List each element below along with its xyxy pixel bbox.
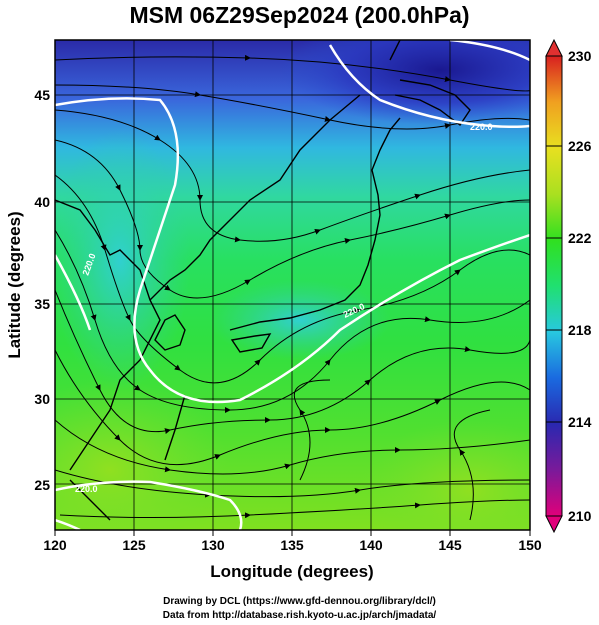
x-axis-tick-labels: 120 125 130 135 140 145 150 xyxy=(43,537,542,553)
colorbar-label: 214 xyxy=(568,414,592,430)
x-tick-label: 145 xyxy=(438,537,462,553)
colorbar-label: 230 xyxy=(568,48,592,64)
x-axis-ticks xyxy=(54,530,531,536)
x-tick-label: 140 xyxy=(359,537,383,553)
map-title: MSM 06Z29Sep2024 (200.0hPa) xyxy=(129,2,470,28)
temperature-field xyxy=(55,40,530,530)
y-tick-label: 30 xyxy=(34,391,50,407)
x-axis-title: Longitude (degrees) xyxy=(210,562,373,581)
colorbar-labels: 230 226 222 218 214 210 xyxy=(568,48,592,524)
colorbar-label: 222 xyxy=(568,230,592,246)
credit-data: Data from http://database.rish.kyoto-u.a… xyxy=(162,610,437,621)
y-axis-tick-labels: 25 30 35 40 45 xyxy=(34,87,50,493)
x-tick-label: 120 xyxy=(43,537,67,553)
x-tick-label: 135 xyxy=(280,537,304,553)
wind-streamlines xyxy=(55,54,530,521)
colorbar-label: 226 xyxy=(568,138,592,154)
x-tick-label: 130 xyxy=(201,537,225,553)
y-tick-label: 40 xyxy=(34,194,50,210)
colorbar-label: 210 xyxy=(568,508,592,524)
x-tick-label: 125 xyxy=(122,537,146,553)
colorbar-max-arrow xyxy=(545,38,563,57)
colorbar-label: 218 xyxy=(568,322,592,338)
isotherm-contours xyxy=(55,40,530,530)
contour-label: 220.0 xyxy=(470,122,493,132)
y-axis-title: Latitude (degrees) xyxy=(5,211,24,358)
contour-label: 220.0 xyxy=(75,484,98,494)
colorbar xyxy=(545,38,563,534)
x-tick-label: 150 xyxy=(518,537,542,553)
credit-drawing: Drawing by DCL (https://www.gfd-dennou.o… xyxy=(163,596,436,607)
y-tick-label: 35 xyxy=(34,296,50,312)
colorbar-min-arrow xyxy=(545,515,563,534)
y-tick-label: 45 xyxy=(34,87,50,103)
y-tick-label: 25 xyxy=(34,477,50,493)
